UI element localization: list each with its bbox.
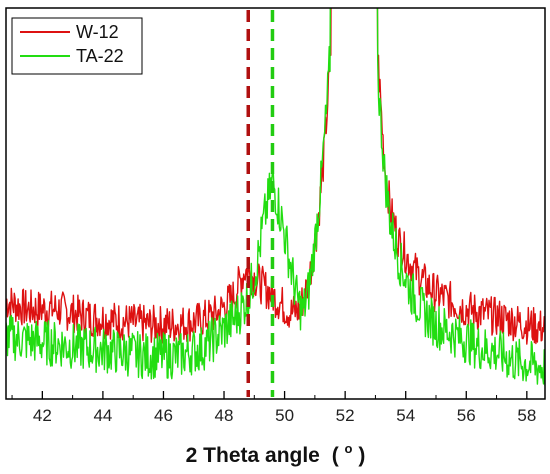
legend-label-ta-22: TA-22 [76, 46, 124, 66]
series-line-w-12 [6, 8, 545, 345]
x-axis-title-text: 2 Theta angle [186, 444, 320, 467]
x-axis-unit-superscript: o [345, 441, 353, 456]
x-tick-label: 48 [215, 406, 234, 425]
x-tick-label: 54 [396, 406, 415, 425]
x-axis-unit-open: ( [332, 444, 339, 467]
x-tick-label: 50 [275, 406, 294, 425]
series-line-ta-22 [6, 8, 545, 386]
x-axis-title: 2 Theta angle ( o ) [186, 435, 366, 467]
legend: W-12 TA-22 [11, 17, 143, 75]
legend-label-w-12: W-12 [76, 22, 119, 42]
x-tick-label: 44 [93, 406, 112, 425]
plot-frame [5, 7, 546, 400]
x-tick-label: 56 [457, 406, 476, 425]
x-tick-label: 52 [336, 406, 355, 425]
x-tick-label: 42 [33, 406, 52, 425]
reference-lines-layer [246, 10, 275, 397]
x-tick-label: 46 [154, 406, 173, 425]
x-tick-label: 58 [517, 406, 536, 425]
x-axis-unit-close: ) [358, 444, 365, 467]
legend-box [11, 17, 143, 75]
series-layer [6, 8, 545, 386]
x-axis-ticks: 42 44 46 48 50 52 54 56 58 [11, 391, 536, 425]
